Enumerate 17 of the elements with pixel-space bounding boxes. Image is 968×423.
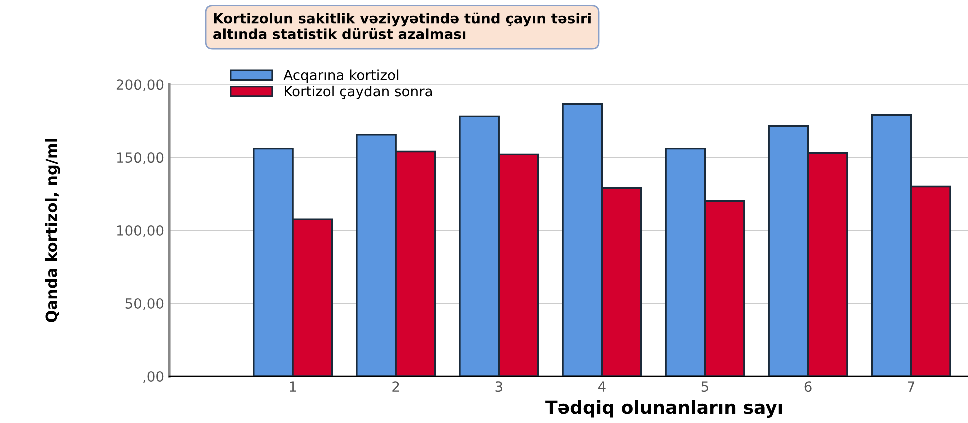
- x-tick-label: 6: [804, 382, 812, 392]
- x-tick-label: 7: [908, 382, 915, 392]
- x-tick-label: 3: [496, 382, 502, 392]
- x-tick-label: 4: [598, 382, 606, 392]
- x-tick-label: 5: [702, 382, 708, 392]
- x-tick-label: 1: [290, 382, 296, 392]
- legend-label: Kortizol çaydan sonra: [285, 86, 432, 100]
- y-tick-label: 150,00: [117, 152, 164, 164]
- y-tick-label: 100,00: [117, 226, 164, 238]
- y-tick-label: ,00: [144, 371, 164, 384]
- y-tick-label: 200,00: [116, 80, 164, 92]
- y-axis-title: Qanda kortizol, ng/ml: [45, 139, 60, 322]
- x-tick-label: 2: [392, 382, 400, 392]
- x-axis-title: Tədqiq olunanların sayı: [546, 400, 782, 418]
- chart-title: Kortizolun sakitlik vəziyyətində tünd çayın təsiri altında statistik dürüst azalması: [214, 12, 591, 40]
- y-tick-label: 50,00: [126, 298, 164, 310]
- legend-label: Acqarına kortizol: [284, 70, 399, 84]
